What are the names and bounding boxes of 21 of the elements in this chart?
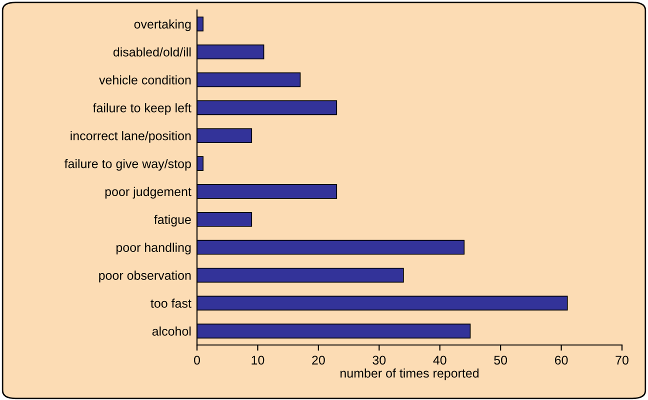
x-tick-label: 70 (616, 356, 628, 365)
x-tick-label: 10 (252, 356, 264, 365)
y-tick-label: poor observation (99, 270, 191, 282)
x-tick-label: 30 (372, 356, 386, 365)
y-tick-label: vehicle condition (99, 75, 191, 84)
x-tick-label: 50 (494, 356, 508, 365)
y-tick-label: fatigue (154, 214, 191, 226)
y-tick-label: disabled/old/ill (113, 47, 191, 57)
y-tick-label: poor judgement (105, 186, 192, 199)
y-tick-label: incorrect lane/position (70, 131, 191, 143)
x-tick-label: 20 (312, 356, 325, 365)
y-tick-label: failure to give way/stop (64, 159, 191, 171)
y-tick-label: overtaking (134, 19, 191, 32)
x-axis-title: number of times reported (340, 368, 479, 380)
x-tick-label: 0 (194, 356, 200, 365)
y-tick-label: failure to keep left (92, 103, 192, 115)
y-tick-label: poor handling (116, 242, 191, 254)
x-tick-label: 60 (554, 356, 568, 365)
y-tick-label: too fast (150, 298, 192, 308)
x-tick-label: 40 (433, 356, 446, 365)
y-tick-label: alcohol (152, 326, 191, 336)
